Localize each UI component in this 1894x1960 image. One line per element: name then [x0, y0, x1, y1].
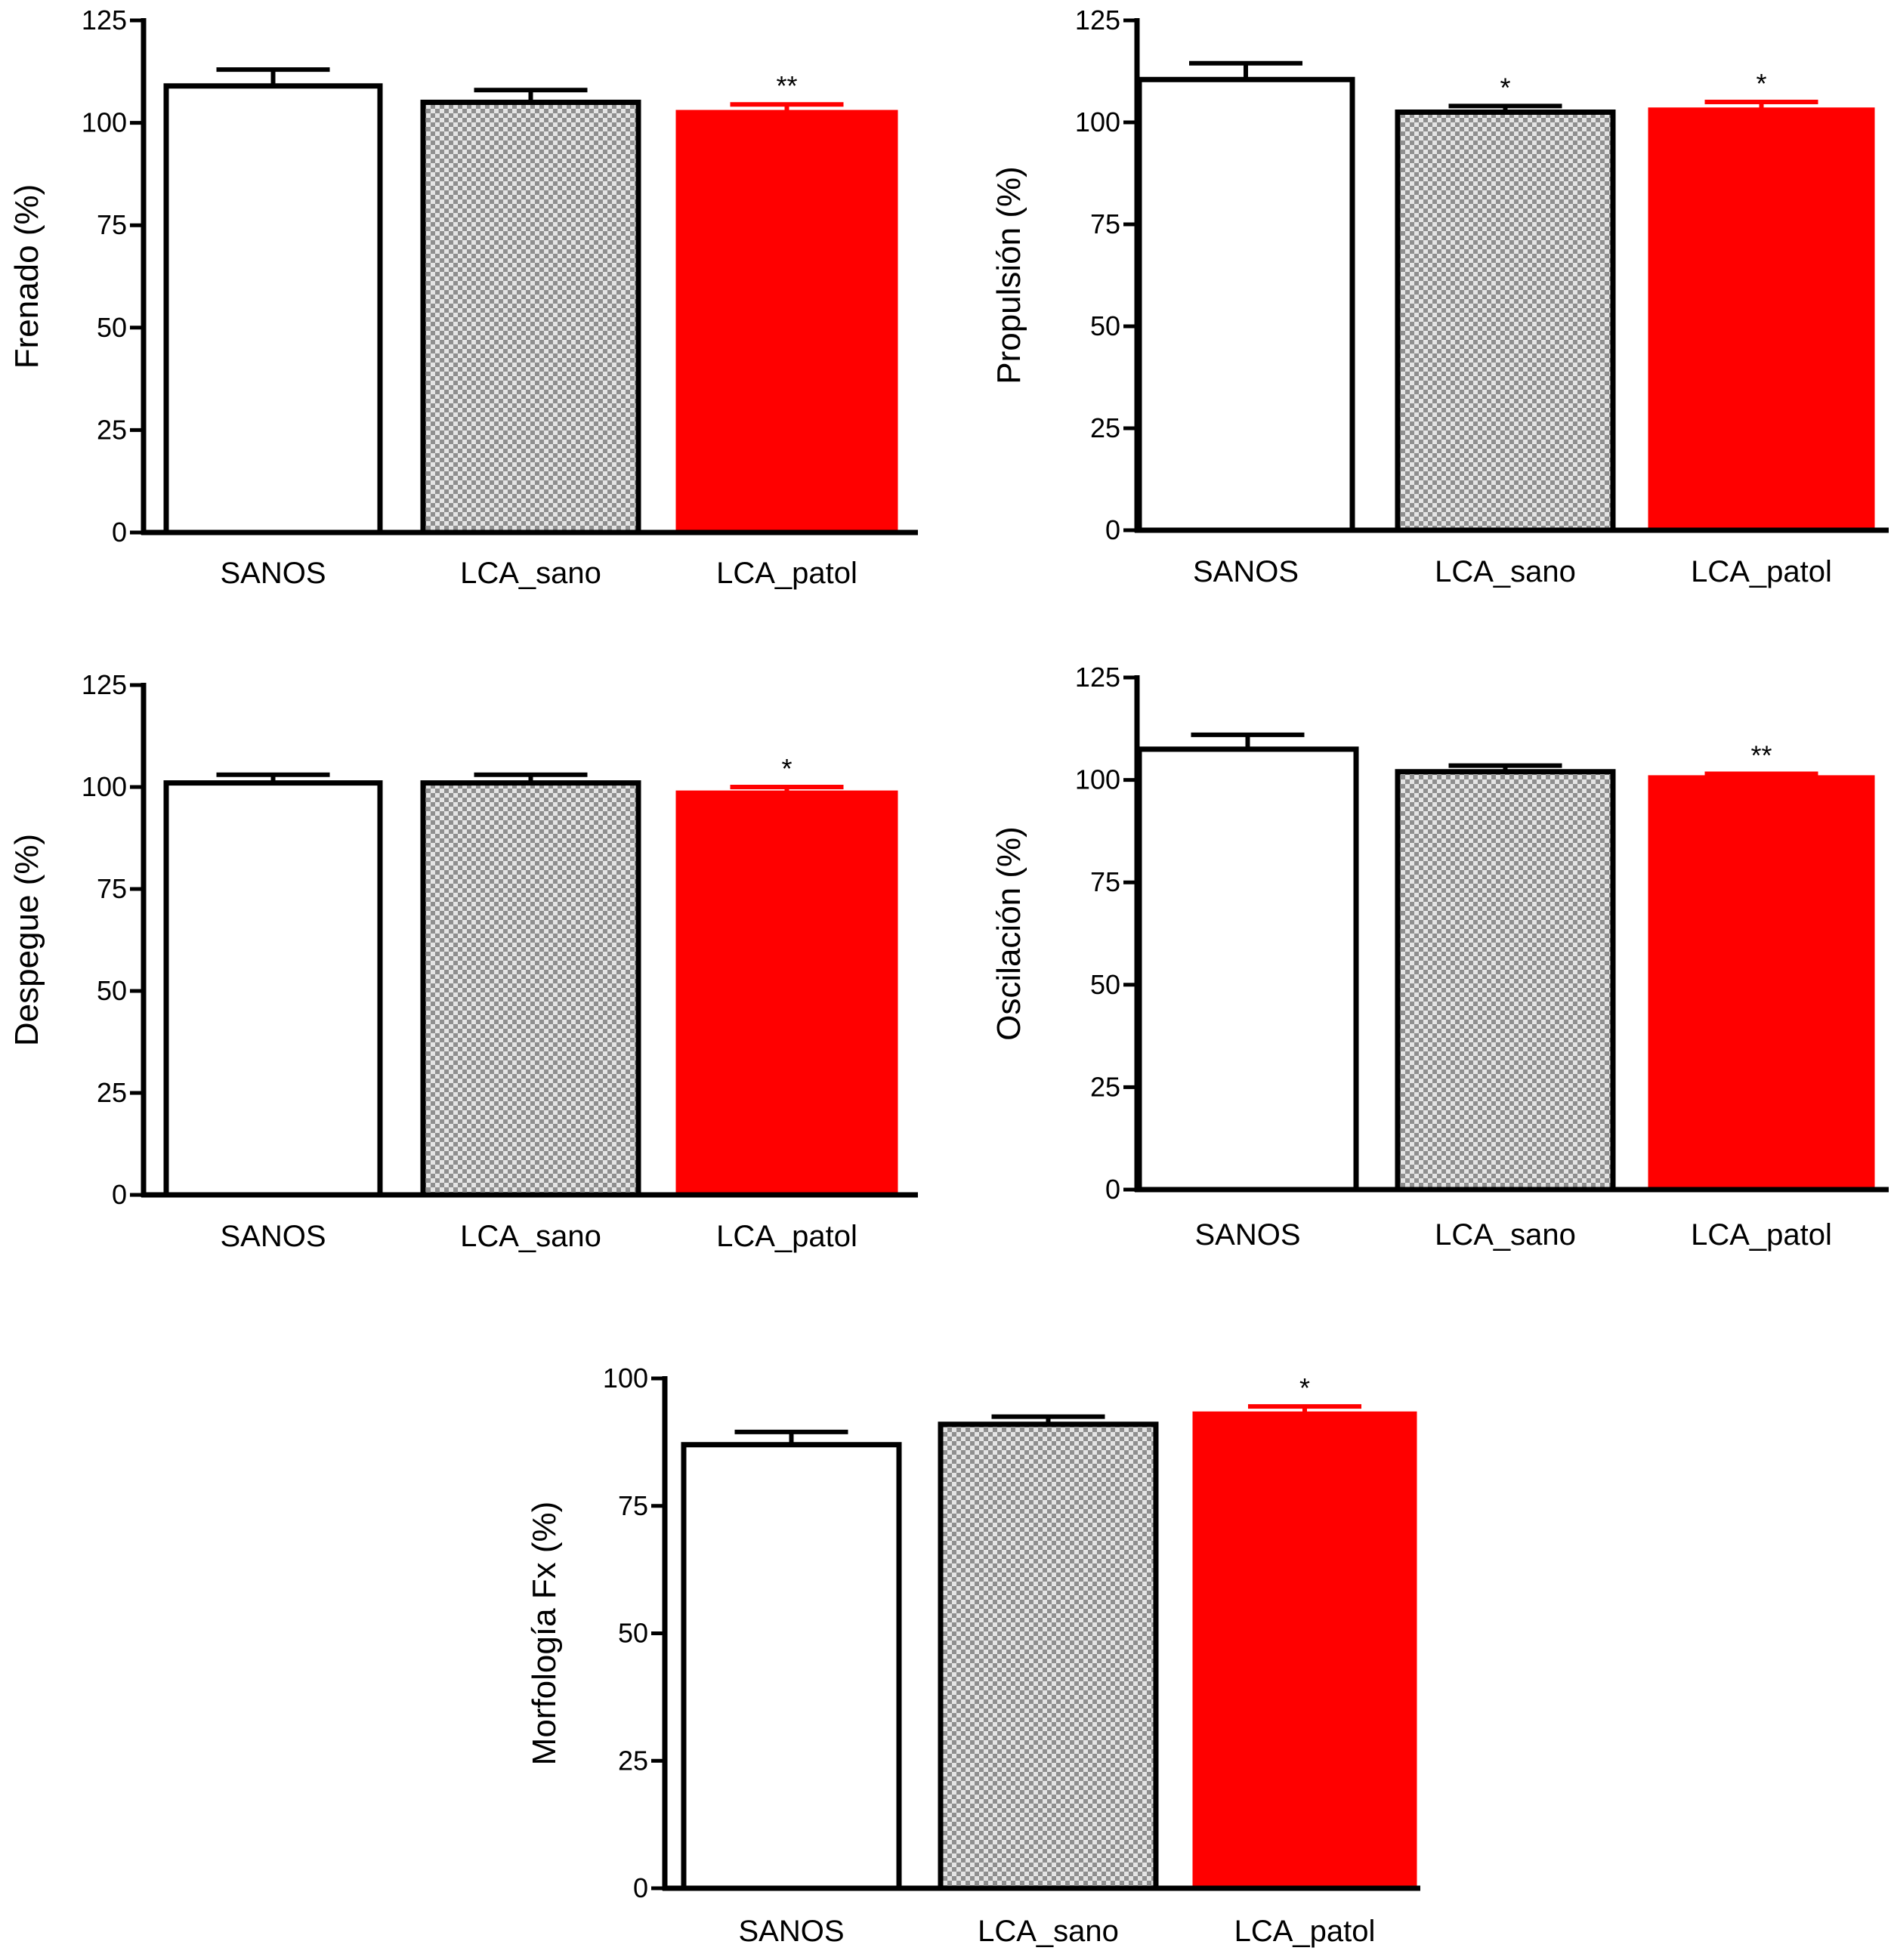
bar-lca-patol	[675, 110, 898, 536]
significance-marker: **	[776, 70, 797, 101]
category-label: LCA_patol	[1234, 1915, 1376, 1948]
y-tick-label: 50	[618, 1618, 648, 1649]
y-tick-label: 25	[618, 1745, 648, 1776]
y-axis-label: Frenado (%)	[8, 184, 45, 369]
chart-panel-2: SANOS * LCA_sano * LCA_patol 0 25 50 75 100 125 Pro…	[990, 5, 1889, 588]
y-tick-label: 100	[82, 107, 127, 138]
y-tick-label: 25	[1090, 412, 1120, 443]
category-label: LCA_sano	[978, 1915, 1119, 1948]
y-tick-label: 75	[1090, 866, 1120, 897]
category-label: LCA_sano	[1435, 1218, 1576, 1252]
y-tick-label: 50	[97, 975, 127, 1006]
bar-lca-sano	[420, 780, 641, 1198]
category-label: LCA_patol	[1691, 1218, 1832, 1252]
y-tick-label: 0	[1105, 1174, 1120, 1205]
y-axis-label: Despegue (%)	[8, 834, 45, 1046]
bar-sanos	[1136, 746, 1359, 1193]
bar-lca-sano	[1395, 769, 1616, 1193]
bar-sanos	[163, 83, 383, 536]
y-tick-label: 0	[112, 1179, 127, 1210]
chart-panel-1: SANOS LCA_sano ** LCA_patol 0 25 50 75 100 125 Fre…	[8, 5, 918, 590]
significance-marker: **	[1750, 739, 1772, 770]
bar-sanos	[163, 780, 383, 1198]
category-label: LCA_sano	[460, 1220, 601, 1253]
y-tick-label: 50	[1090, 969, 1120, 1000]
y-tick-label: 75	[97, 873, 127, 904]
category-label: LCA_patol	[716, 557, 857, 590]
bar-lca-patol	[1192, 1411, 1417, 1891]
bar-lca-patol	[1648, 775, 1875, 1193]
y-tick-label: 25	[97, 414, 127, 445]
category-label: LCA_sano	[1435, 555, 1576, 588]
significance-marker: *	[1756, 68, 1766, 99]
significance-marker: *	[1299, 1372, 1310, 1403]
y-tick-label: 75	[97, 209, 127, 240]
category-label: SANOS	[220, 557, 326, 590]
y-tick-label: 125	[82, 669, 127, 700]
bar-lca-sano	[420, 99, 641, 536]
y-tick-label: 25	[97, 1077, 127, 1108]
y-axis-label: Morfología Fx (%)	[526, 1502, 563, 1766]
bar-sanos	[681, 1442, 902, 1891]
category-label: LCA_patol	[1691, 555, 1832, 588]
y-tick-label: 75	[1090, 208, 1120, 239]
chart-panel-5: SANOS LCA_sano * LCA_patol 0 25 50 75 100 Morfolo…	[526, 1363, 1420, 1948]
y-axis-label: Oscilación (%)	[990, 826, 1027, 1041]
bar-sanos	[1136, 76, 1355, 533]
y-tick-label: 25	[1090, 1071, 1120, 1102]
bar-lca-sano	[1395, 110, 1616, 533]
y-tick-label: 0	[112, 517, 127, 548]
bar-lca-patol	[675, 790, 898, 1198]
y-tick-label: 125	[1075, 662, 1120, 693]
y-tick-label: 50	[97, 312, 127, 343]
significance-marker: *	[781, 753, 792, 784]
category-label: SANOS	[1194, 1218, 1300, 1252]
y-tick-label: 50	[1090, 310, 1120, 341]
significance-marker: *	[1500, 72, 1510, 103]
y-axis-label: Propulsión (%)	[990, 166, 1027, 384]
category-label: SANOS	[738, 1915, 844, 1948]
y-tick-label: 100	[1075, 106, 1120, 137]
y-tick-label: 100	[603, 1363, 648, 1394]
y-tick-label: 75	[618, 1490, 648, 1521]
y-tick-label: 0	[1105, 514, 1120, 545]
category-label: SANOS	[220, 1220, 326, 1253]
chart-panel-4: SANOS LCA_sano ** LCA_patol 0 25 50 75 100 125 Osc…	[990, 662, 1889, 1252]
y-tick-label: 0	[633, 1872, 648, 1903]
y-tick-label: 100	[1075, 764, 1120, 795]
y-tick-label: 125	[82, 5, 127, 35]
y-tick-label: 100	[82, 771, 127, 802]
category-label: LCA_patol	[716, 1220, 857, 1253]
bar-lca-patol	[1648, 107, 1875, 533]
y-tick-label: 125	[1075, 5, 1120, 35]
chart-panel-3: SANOS LCA_sano * LCA_patol 0 25 50 75 100 125 Desp…	[8, 669, 918, 1253]
category-label: SANOS	[1193, 555, 1299, 588]
bar-lca-sano	[938, 1421, 1159, 1891]
category-label: LCA_sano	[460, 557, 601, 590]
